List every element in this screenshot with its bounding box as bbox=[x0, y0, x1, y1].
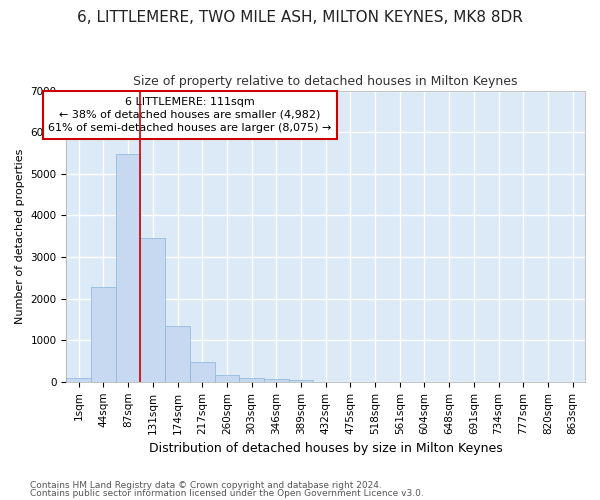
Bar bbox=[91, 287, 116, 382]
Bar bbox=[264, 379, 289, 382]
Bar bbox=[239, 378, 264, 382]
Bar bbox=[215, 374, 239, 382]
Text: 6 LITTLEMERE: 111sqm
← 38% of detached houses are smaller (4,982)
61% of semi-de: 6 LITTLEMERE: 111sqm ← 38% of detached h… bbox=[48, 97, 332, 133]
Title: Size of property relative to detached houses in Milton Keynes: Size of property relative to detached ho… bbox=[133, 75, 518, 88]
Bar bbox=[116, 154, 140, 382]
Bar bbox=[67, 378, 91, 382]
Y-axis label: Number of detached properties: Number of detached properties bbox=[15, 148, 25, 324]
Text: Contains public sector information licensed under the Open Government Licence v3: Contains public sector information licen… bbox=[30, 488, 424, 498]
X-axis label: Distribution of detached houses by size in Milton Keynes: Distribution of detached houses by size … bbox=[149, 442, 503, 455]
Text: 6, LITTLEMERE, TWO MILE ASH, MILTON KEYNES, MK8 8DR: 6, LITTLEMERE, TWO MILE ASH, MILTON KEYN… bbox=[77, 10, 523, 25]
Bar bbox=[289, 380, 313, 382]
Text: Contains HM Land Registry data © Crown copyright and database right 2024.: Contains HM Land Registry data © Crown c… bbox=[30, 481, 382, 490]
Bar bbox=[190, 362, 215, 382]
Bar bbox=[165, 326, 190, 382]
Bar bbox=[140, 238, 165, 382]
